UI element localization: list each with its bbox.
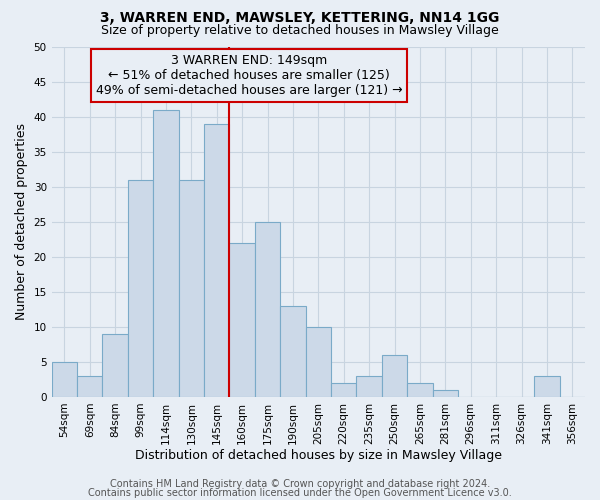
Bar (77, 376, 103, 397)
Bar (305, 327, 331, 397)
Text: 3 WARREN END: 149sqm
← 51% of detached houses are smaller (125)
49% of semi-deta: 3 WARREN END: 149sqm ← 51% of detached h… (95, 54, 403, 96)
Bar (382, 355, 407, 397)
Bar (407, 383, 433, 397)
Text: 3, WARREN END, MAWSLEY, KETTERING, NN14 1GG: 3, WARREN END, MAWSLEY, KETTERING, NN14 … (100, 11, 500, 25)
Text: Contains public sector information licensed under the Open Government Licence v3: Contains public sector information licen… (88, 488, 512, 498)
Bar (153, 110, 179, 397)
Bar (128, 180, 153, 397)
Bar (229, 243, 255, 397)
Bar (103, 334, 128, 397)
Bar (433, 390, 458, 397)
Bar (255, 222, 280, 397)
Bar (534, 376, 560, 397)
Bar (179, 180, 204, 397)
Text: Contains HM Land Registry data © Crown copyright and database right 2024.: Contains HM Land Registry data © Crown c… (110, 479, 490, 489)
Bar (356, 376, 382, 397)
Text: Size of property relative to detached houses in Mawsley Village: Size of property relative to detached ho… (101, 24, 499, 37)
Bar (280, 306, 305, 397)
Bar (52, 362, 77, 397)
Bar (204, 124, 229, 397)
X-axis label: Distribution of detached houses by size in Mawsley Village: Distribution of detached houses by size … (135, 450, 502, 462)
Y-axis label: Number of detached properties: Number of detached properties (15, 123, 28, 320)
Bar (331, 383, 356, 397)
